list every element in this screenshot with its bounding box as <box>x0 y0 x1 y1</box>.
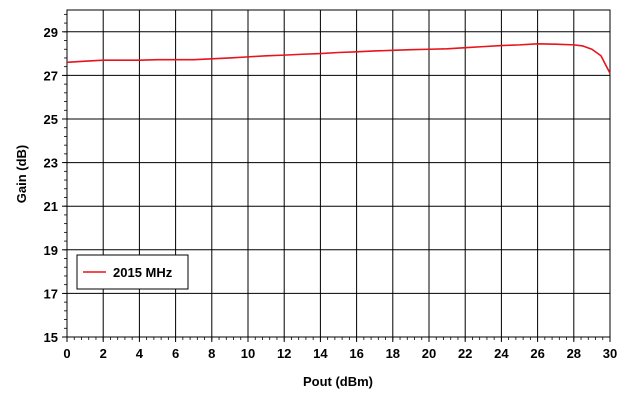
y-tick-label: 25 <box>44 112 58 127</box>
y-tick-label: 15 <box>44 330 58 345</box>
x-tick-label: 8 <box>208 346 215 361</box>
x-tick-label: 14 <box>313 346 328 361</box>
y-tick-label: 19 <box>44 243 58 258</box>
x-tick-label: 4 <box>136 346 144 361</box>
x-tick-label: 22 <box>458 346 472 361</box>
y-axis-title: Gain (dB) <box>14 145 29 204</box>
legend-label: 2015 MHz <box>113 265 173 280</box>
y-tick-label: 21 <box>44 199 58 214</box>
x-tick-label: 18 <box>386 346 400 361</box>
x-tick-label: 24 <box>494 346 509 361</box>
y-tick-label: 29 <box>44 25 58 40</box>
x-tick-label: 10 <box>241 346 255 361</box>
x-tick-label: 12 <box>277 346 291 361</box>
x-tick-label: 0 <box>63 346 70 361</box>
series-line-2015-mhz <box>66 42 611 74</box>
series-layer <box>66 42 611 74</box>
y-tick-labels: 15 17 19 21 23 25 27 29 <box>44 25 58 345</box>
y-tick-label: 23 <box>44 156 58 171</box>
x-tick-label: 30 <box>603 346 617 361</box>
x-tick-label: 20 <box>422 346 436 361</box>
grid <box>67 10 610 337</box>
x-tick-label: 6 <box>172 346 179 361</box>
x-tick-label: 2 <box>100 346 107 361</box>
plot-frame <box>66 9 611 338</box>
x-tick-label: 28 <box>567 346 581 361</box>
legend: 2015 MHz <box>76 254 189 290</box>
x-tick-label: 16 <box>349 346 363 361</box>
y-tick-label: 27 <box>44 68 58 83</box>
x-tick-labels: 0 2 4 6 8 10 12 14 16 18 20 22 24 26 28 30 <box>63 346 617 361</box>
x-tick-label: 26 <box>530 346 544 361</box>
y-tick-label: 17 <box>44 286 58 301</box>
x-axis-title: Pout (dBm) <box>303 374 373 389</box>
